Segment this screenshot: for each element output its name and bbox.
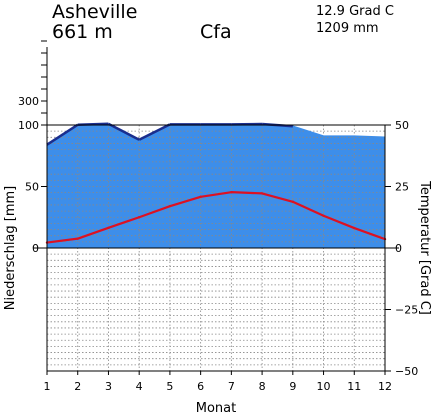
precip-tick-label: 100 (18, 119, 39, 132)
temperature-point (230, 190, 233, 194)
temperature-point (76, 237, 79, 240)
precip-excess-segment (46, 123, 79, 146)
temperature-point (353, 226, 356, 230)
x-axis-label: Monat (196, 401, 236, 416)
annual-mean-temperature: 12.9 Grad C (316, 4, 394, 19)
month-tick-label: 6 (197, 380, 204, 393)
month-tick-label: 10 (317, 380, 331, 393)
temp-tick-label: 25 (395, 181, 409, 194)
month-tick-label: 11 (347, 380, 361, 393)
temperature-point (322, 214, 325, 217)
month-tick-label: 12 (378, 380, 392, 393)
temperature-point (199, 195, 202, 199)
precip-excess-segment (138, 123, 171, 141)
month-tick-label: 1 (44, 380, 51, 393)
temperature-point (291, 200, 295, 203)
annual-precipitation: 1209 mm (316, 21, 379, 36)
month-tick-label: 3 (105, 380, 112, 393)
temperature-point (260, 192, 264, 195)
temperature-point (168, 204, 172, 208)
station-elevation: 661 m (52, 21, 113, 43)
precip-tick-label: 300 (18, 95, 39, 108)
precip-tick-label: 0 (32, 242, 39, 255)
month-tick-label: 8 (259, 380, 266, 393)
month-tick-label: 9 (289, 380, 296, 393)
temp-tick-label: 0 (395, 242, 402, 255)
station-name: Asheville (52, 1, 138, 23)
temp-tick-label: −25 (395, 304, 418, 317)
temp-tick-label: −50 (395, 365, 418, 378)
temperature-line (46, 191, 386, 244)
precip-excess-segment (107, 122, 140, 141)
month-tick-label: 4 (136, 380, 143, 393)
month-tick-label: 5 (166, 380, 173, 393)
temp-axis-label: Temperatur [Grad C] (417, 180, 432, 315)
temp-tick-label: 50 (395, 119, 409, 132)
climate-classification: Cfa (200, 21, 232, 43)
temperature-point (107, 226, 110, 230)
month-tick-label: 2 (74, 380, 81, 393)
month-tick-label: 7 (228, 380, 235, 393)
precip-tick-label: 50 (25, 181, 39, 194)
precip-axis-label: Niederschlag [mm] (3, 186, 18, 311)
temperature-point (137, 216, 141, 219)
